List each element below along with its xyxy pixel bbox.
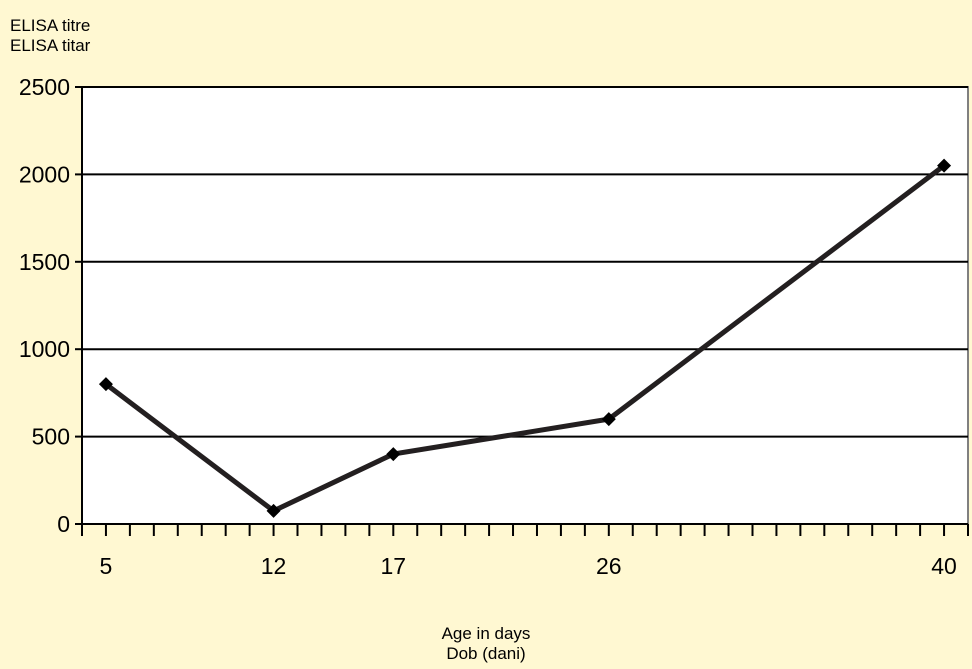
y-tick-label-500: 500 [32, 424, 70, 450]
x-tick-label-5: 5 [100, 553, 113, 579]
x-tick-label-26: 26 [596, 553, 622, 579]
data-point-marker [386, 447, 401, 462]
y-axis-title: ELISA titre ELISA titar [10, 16, 90, 56]
plot-background [81, 86, 969, 525]
y-tick-label-2500: 2500 [19, 74, 70, 100]
x-tick-label-12: 12 [261, 553, 287, 579]
y-axis-title-line-1: ELISA titre [10, 16, 91, 35]
y-tick-label-0: 0 [57, 511, 70, 537]
data-point-marker [937, 158, 952, 173]
y-tick-label-1000: 1000 [19, 336, 70, 362]
x-axis-title-line-2: Dob (dani) [446, 644, 526, 663]
x-axis-title: Age in days Dob (dani) [0, 624, 972, 664]
x-axis-title-line-1: Age in days [441, 624, 531, 643]
data-point-marker [601, 412, 616, 427]
x-tick-label-17: 17 [381, 553, 407, 579]
y-tick-label-1500: 1500 [19, 249, 70, 275]
y-axis-title-line-2: ELISA titar [10, 36, 91, 55]
data-point-marker [98, 377, 113, 392]
data-point-marker [266, 503, 281, 518]
y-tick-label-2000: 2000 [19, 161, 70, 187]
x-tick-label-40: 40 [931, 553, 957, 579]
